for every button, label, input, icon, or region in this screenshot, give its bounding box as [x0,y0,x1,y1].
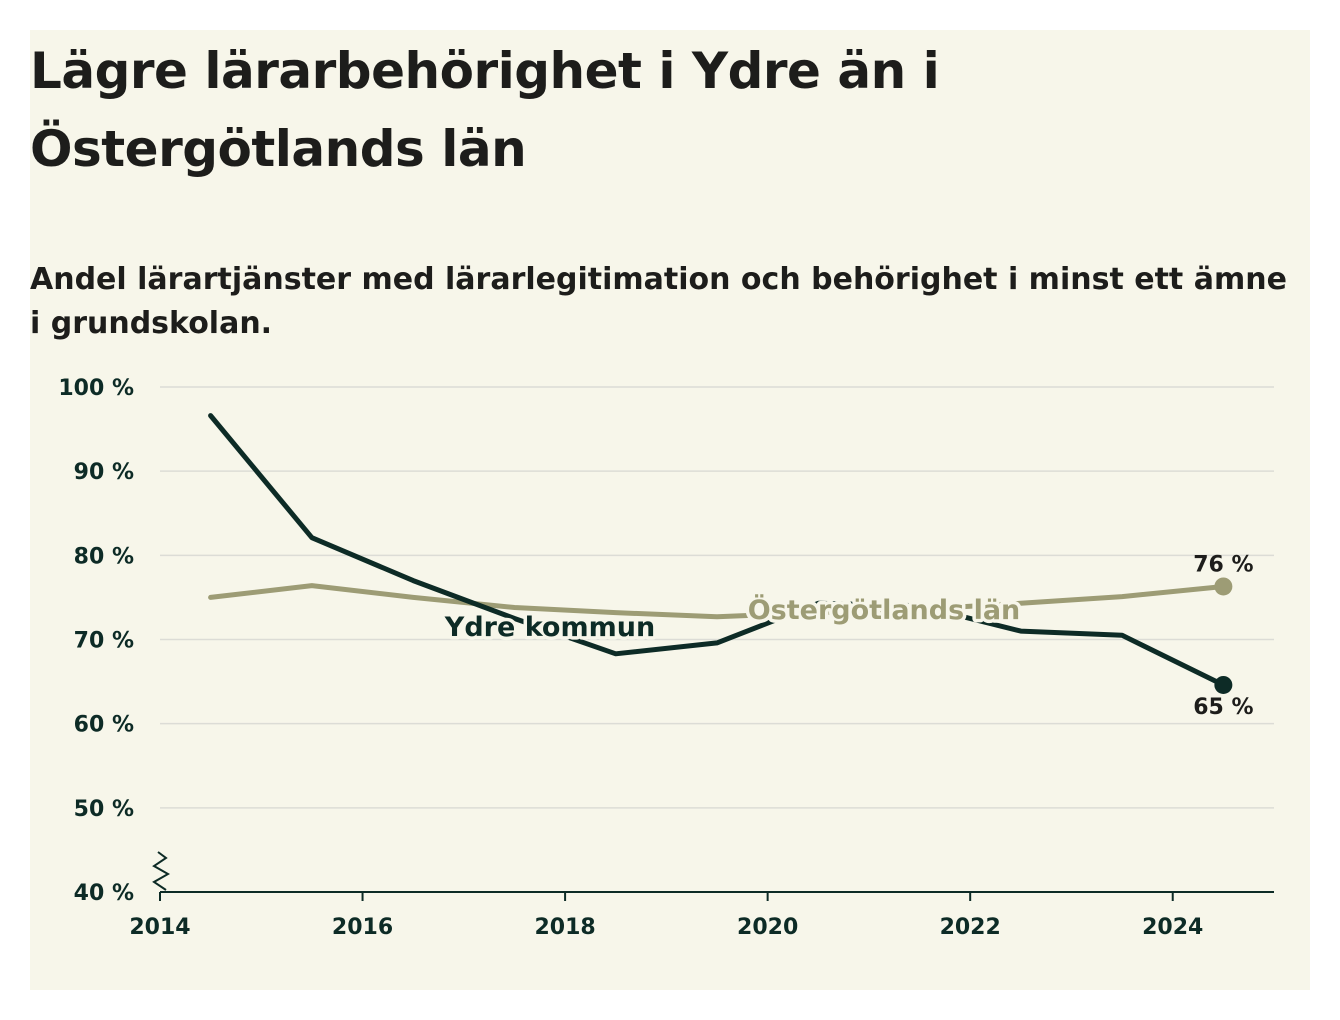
x-tick-label: 2022 [940,915,1001,940]
x-tick-label: 2018 [534,915,595,940]
y-tick-label: 70 % [74,629,134,654]
series-label-lan: Östergötlands län [748,593,1021,626]
series-line-ydre [208,413,1226,688]
chart-subtitle: Andel lärartjänster med lärarlegitimatio… [30,262,1287,341]
x-tick-label: 2016 [332,915,393,940]
chart-title: Lägre lärarbehörighet i Ydre än i Österg… [30,42,940,178]
y-tick-label: 60 % [74,713,134,738]
x-tick-label: 2020 [737,915,798,940]
y-tick-label: 100 % [58,376,134,401]
series-label-ydre: Ydre kommun [444,612,655,643]
y-tick-label: 50 % [74,797,134,822]
y-tick-label: 90 % [74,460,134,485]
end-point-lan [1214,577,1233,596]
end-label-lan: 76 % [1193,552,1253,577]
x-tick-label: 2024 [1142,915,1203,940]
x-tick-label: 2014 [129,915,190,940]
end-label-ydre: 65 % [1193,695,1253,720]
y-tick-label: 40 % [74,881,134,906]
chart-card [30,30,1310,990]
axis-break-icon [152,851,171,891]
y-tick-label: 80 % [74,544,134,569]
end-point-ydre [1214,675,1233,694]
series-line-lan [208,583,1226,620]
